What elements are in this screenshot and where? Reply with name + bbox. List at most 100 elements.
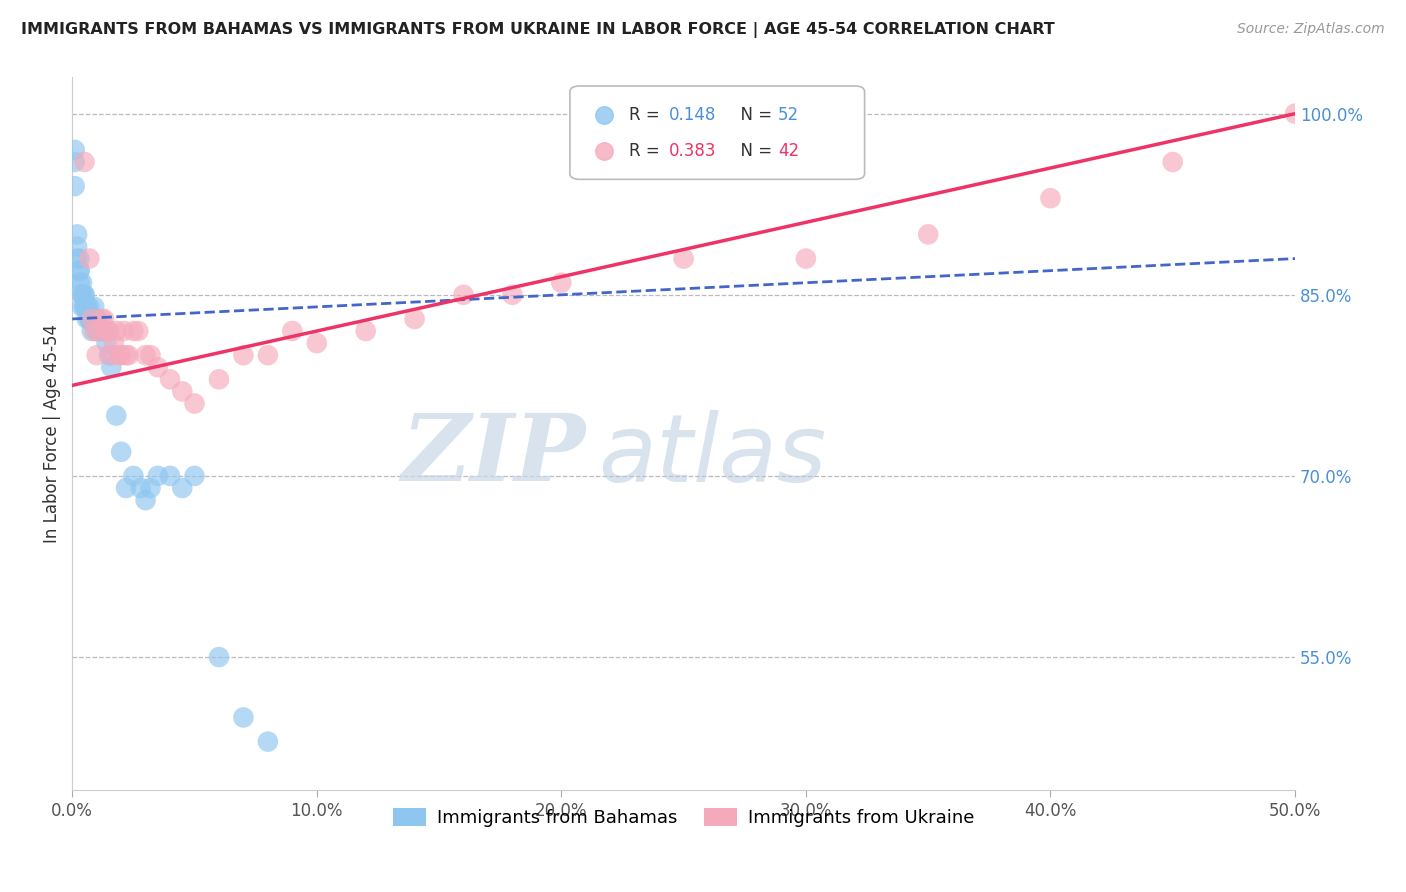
- Text: IMMIGRANTS FROM BAHAMAS VS IMMIGRANTS FROM UKRAINE IN LABOR FORCE | AGE 45-54 CO: IMMIGRANTS FROM BAHAMAS VS IMMIGRANTS FR…: [21, 22, 1054, 38]
- Point: [76, 300, 98, 314]
- Point: [115, 348, 138, 362]
- Point: [69, 276, 91, 290]
- Point: [93, 312, 115, 326]
- Point: [80, 312, 103, 326]
- FancyBboxPatch shape: [569, 86, 865, 179]
- Point: [305, 336, 328, 351]
- Point: [354, 324, 377, 338]
- Point: [83, 312, 105, 326]
- Text: N =: N =: [730, 142, 778, 160]
- Text: R =: R =: [628, 142, 665, 160]
- Point: [73, 300, 96, 314]
- Point: [107, 348, 129, 362]
- Point: [96, 336, 118, 351]
- Text: ZIP: ZIP: [402, 410, 586, 500]
- Point: [501, 287, 523, 301]
- Text: Source: ZipAtlas.com: Source: ZipAtlas.com: [1237, 22, 1385, 37]
- Point: [69, 252, 91, 266]
- Point: [257, 734, 280, 748]
- Point: [73, 300, 96, 314]
- Point: [79, 252, 101, 266]
- Point: [80, 312, 103, 326]
- Point: [281, 324, 304, 338]
- Point: [1161, 155, 1184, 169]
- Point: [183, 469, 205, 483]
- Point: [70, 300, 93, 314]
- Point: [122, 324, 145, 338]
- Point: [93, 324, 115, 338]
- Point: [159, 372, 181, 386]
- Point: [97, 348, 120, 362]
- Point: [63, 143, 86, 157]
- Point: [63, 179, 86, 194]
- Point: [172, 481, 194, 495]
- Point: [672, 252, 695, 266]
- Point: [110, 444, 132, 458]
- Point: [172, 384, 194, 399]
- Point: [83, 324, 105, 338]
- Point: [1039, 191, 1062, 205]
- Point: [86, 348, 108, 362]
- Point: [105, 409, 128, 423]
- Point: [90, 312, 112, 326]
- Point: [86, 324, 108, 338]
- Point: [105, 324, 128, 338]
- Point: [129, 481, 152, 495]
- Text: 0.383: 0.383: [669, 142, 717, 160]
- Point: [90, 324, 112, 338]
- Point: [100, 348, 122, 362]
- Point: [1284, 106, 1306, 120]
- Point: [80, 324, 103, 338]
- Point: [63, 155, 86, 169]
- Point: [115, 481, 138, 495]
- Point: [79, 312, 101, 326]
- Point: [79, 300, 101, 314]
- Point: [73, 287, 96, 301]
- Point: [139, 348, 162, 362]
- Point: [110, 348, 132, 362]
- Text: atlas: atlas: [598, 409, 827, 500]
- Point: [917, 227, 939, 242]
- Point: [146, 469, 169, 483]
- Point: [208, 372, 231, 386]
- Point: [1125, 231, 1147, 245]
- Point: [183, 396, 205, 410]
- Point: [66, 227, 89, 242]
- Point: [79, 312, 101, 326]
- Text: 0.148: 0.148: [669, 105, 716, 124]
- Point: [70, 287, 93, 301]
- Point: [139, 481, 162, 495]
- Point: [550, 276, 572, 290]
- Point: [76, 300, 98, 314]
- Point: [73, 287, 96, 301]
- Point: [89, 324, 111, 338]
- Point: [794, 252, 817, 266]
- Point: [73, 155, 96, 169]
- Point: [146, 360, 169, 375]
- Point: [80, 312, 103, 326]
- Text: N =: N =: [730, 105, 778, 124]
- Point: [70, 276, 93, 290]
- Point: [70, 287, 93, 301]
- Point: [69, 263, 91, 277]
- Legend: Immigrants from Bahamas, Immigrants from Ukraine: Immigrants from Bahamas, Immigrants from…: [387, 800, 981, 834]
- Point: [86, 312, 108, 326]
- Text: R =: R =: [628, 105, 665, 124]
- Point: [76, 312, 98, 326]
- Point: [257, 348, 280, 362]
- Point: [89, 324, 111, 338]
- Point: [135, 493, 157, 508]
- Point: [103, 336, 125, 351]
- Point: [83, 300, 105, 314]
- Point: [208, 650, 231, 665]
- Point: [232, 348, 254, 362]
- Point: [404, 312, 426, 326]
- Point: [100, 360, 122, 375]
- Point: [232, 710, 254, 724]
- Point: [453, 287, 475, 301]
- Point: [66, 239, 89, 253]
- Text: 42: 42: [778, 142, 799, 160]
- Point: [1125, 169, 1147, 184]
- Point: [97, 324, 120, 338]
- Y-axis label: In Labor Force | Age 45-54: In Labor Force | Age 45-54: [44, 324, 60, 543]
